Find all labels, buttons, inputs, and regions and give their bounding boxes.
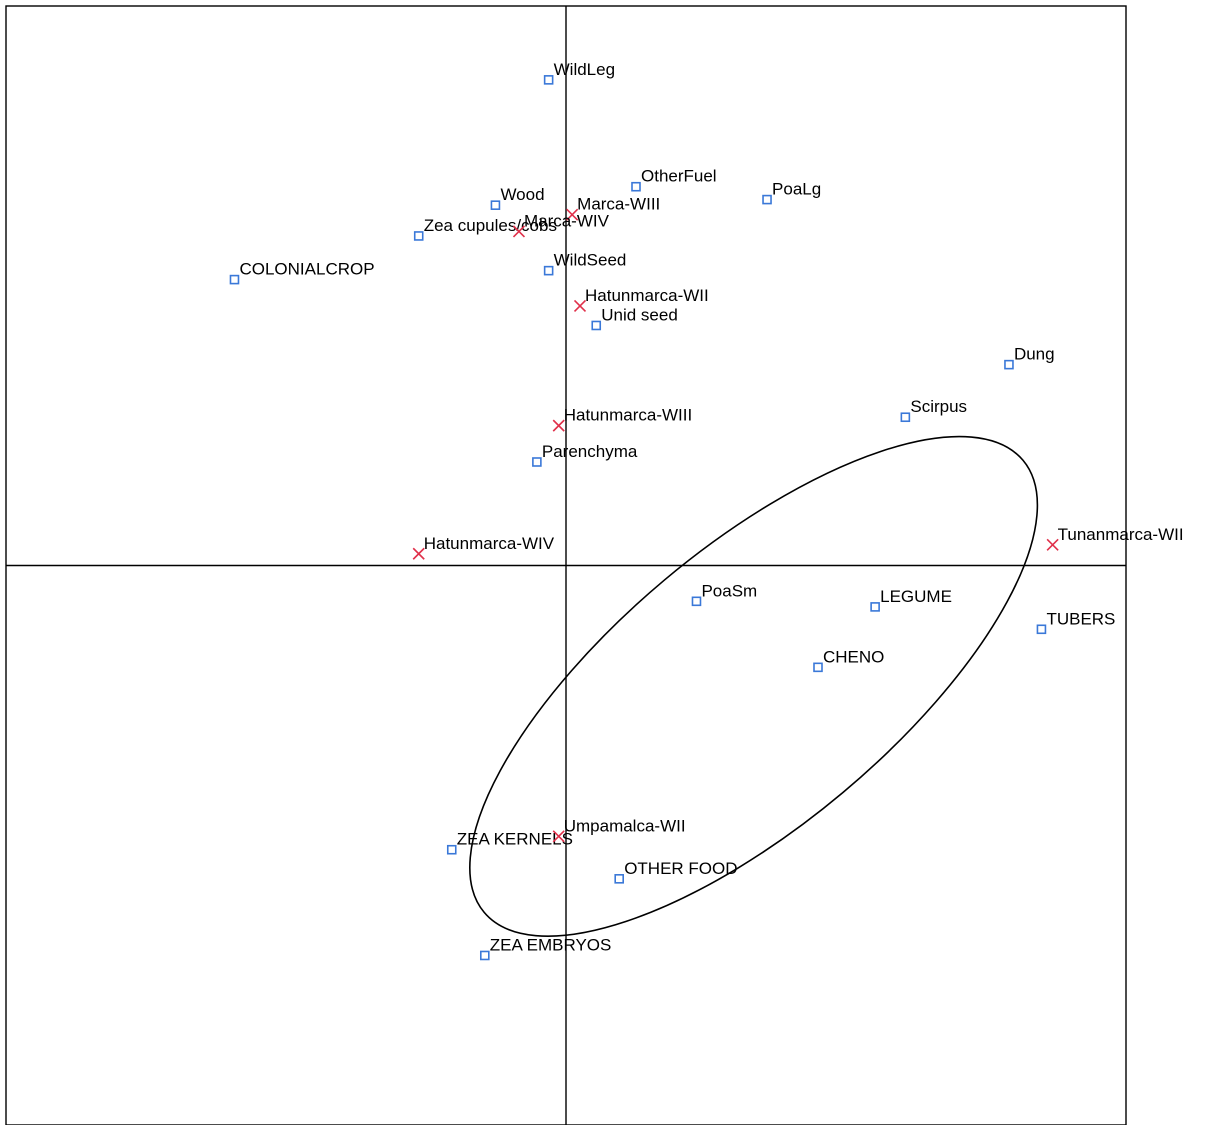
site-point-hatunmarca-wiii bbox=[552, 419, 565, 432]
site-point-hatunmarca-wiv bbox=[412, 547, 425, 560]
species-label-cheno: CHENO bbox=[823, 647, 884, 666]
species-point-wildseed bbox=[543, 265, 554, 276]
species-label-wildleg: WildLeg bbox=[554, 60, 615, 79]
species-point-zea-embryos bbox=[479, 950, 490, 961]
site-label-marca-wiii: Marca-WIII bbox=[577, 195, 660, 214]
species-label-scirpus: Scirpus bbox=[910, 397, 967, 416]
species-point-other-food bbox=[614, 874, 625, 884]
species-point-unid-seed bbox=[591, 320, 602, 331]
species-label-legume: LEGUME bbox=[880, 587, 952, 606]
species-point-colonialcrop bbox=[229, 274, 240, 285]
species-label-colonialcrop: COLONIALCROP bbox=[239, 260, 374, 279]
species-label-otherfuel: OtherFuel bbox=[641, 167, 717, 186]
species-point-scirpus bbox=[900, 412, 911, 423]
species-label-parenchyma: Parenchyma bbox=[542, 442, 638, 461]
site-label-hatunmarca-wiii: Hatunmarca-WIII bbox=[564, 406, 692, 425]
site-point-tunanmarca-wii bbox=[1046, 538, 1059, 551]
species-label-wood: Wood bbox=[500, 185, 544, 204]
site-label-marca-wiv: Marca-WIV bbox=[524, 211, 610, 230]
species-label-dung: Dung bbox=[1014, 345, 1055, 364]
chart-marks: WildLeg OtherFuel PoaLg Wood Zea cupules/cob… bbox=[229, 60, 1184, 961]
species-point-poasm bbox=[691, 596, 702, 607]
site-label-tunanmarca-wii: Tunanmarca-WII bbox=[1058, 525, 1184, 544]
species-point-zea-kernels bbox=[446, 844, 457, 855]
site-point-umpamalca-wii bbox=[552, 830, 565, 843]
species-point-poalg bbox=[762, 194, 772, 205]
site-label-hatunmarca-wiv: Hatunmarca-WIV bbox=[424, 534, 555, 553]
species-label-tubers: TUBERS bbox=[1046, 609, 1115, 628]
species-label-zea-embryos: ZEA EMBRYOS bbox=[490, 935, 612, 954]
species-point-dung bbox=[1004, 359, 1014, 370]
site-label-hatunmarca-wii: Hatunmarca-WII bbox=[585, 286, 709, 305]
species-point-zea-cupules-cobs bbox=[413, 231, 424, 241]
species-label-unid-seed: Unid seed bbox=[601, 305, 678, 324]
species-point-tubers bbox=[1036, 624, 1047, 635]
species-point-otherfuel bbox=[631, 181, 641, 192]
species-label-poasm: PoaSm bbox=[701, 581, 757, 600]
site-point-marca-wiv bbox=[512, 225, 526, 238]
site-label-umpamalca-wii: Umpamalca-WII bbox=[564, 816, 686, 835]
species-label-wildseed: WildSeed bbox=[554, 251, 627, 270]
species-point-wood bbox=[490, 200, 501, 210]
species-point-cheno bbox=[813, 662, 823, 673]
species-label-other-food: OTHER FOOD bbox=[624, 859, 737, 878]
species-label-poalg: PoaLg bbox=[772, 180, 821, 199]
species-label-zea-cupules-cobs: Zea cupules/cobs bbox=[424, 216, 557, 235]
species-point-legume bbox=[870, 602, 880, 612]
species-point-wildleg bbox=[543, 75, 554, 85]
species-point-parenchyma bbox=[532, 457, 542, 467]
site-point-marca-wiii bbox=[566, 208, 579, 221]
site-point-hatunmarca-wii bbox=[573, 299, 587, 312]
confidence-ellipse bbox=[469, 435, 1039, 937]
species-label-zea-kernels: ZEA KERNELS bbox=[457, 830, 573, 849]
